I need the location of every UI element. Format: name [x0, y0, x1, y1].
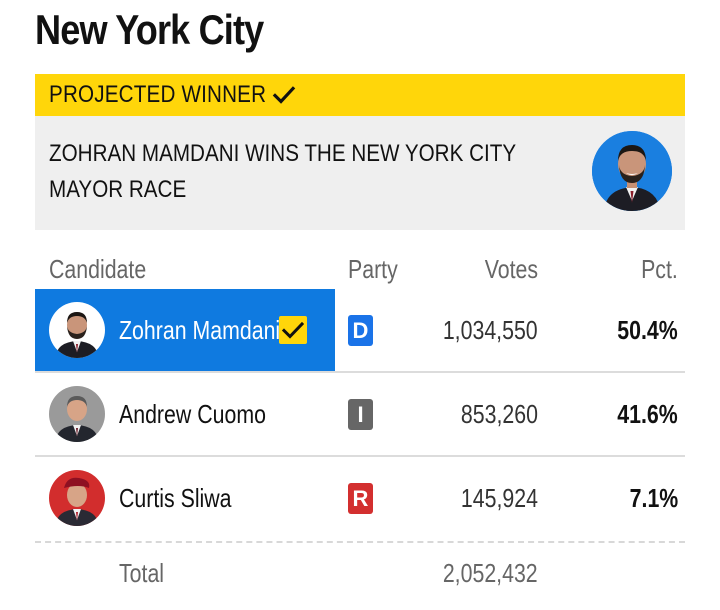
vote-count: 1,034,550	[443, 315, 538, 345]
table-row[interactable]: Curtis Sliwa R 145,924 7.1%	[35, 457, 685, 539]
candidate-avatar	[49, 302, 105, 358]
candidate-photo-icon	[592, 131, 672, 211]
party-badge: I	[348, 399, 373, 430]
candidate-avatar	[49, 470, 105, 526]
projected-winner-banner: PROJECTED WINNER	[35, 74, 685, 116]
candidate-name: Zohran Mamdani	[119, 315, 281, 345]
row-divider	[35, 455, 685, 457]
candidate-name: Curtis Sliwa	[119, 483, 232, 513]
vote-count: 853,260	[460, 399, 538, 429]
party-badge: D	[348, 315, 373, 346]
column-header-pct[interactable]: Pct.	[641, 254, 678, 284]
party-badge: R	[348, 483, 373, 514]
column-header-party[interactable]: Party	[348, 254, 398, 284]
row-divider	[35, 371, 685, 373]
page-title: New York City	[35, 6, 264, 53]
candidate-avatar	[49, 386, 105, 442]
total-divider	[35, 541, 685, 543]
headline-panel[interactable]: ZOHRAN MAMDANI WINS THE NEW YORK CITY MA…	[35, 116, 685, 230]
vote-count: 145,924	[460, 483, 538, 513]
vote-percent: 41.6%	[617, 399, 678, 429]
total-votes: 2,052,432	[443, 558, 538, 588]
column-header-votes[interactable]: Votes	[484, 254, 538, 284]
table-row[interactable]: Zohran Mamdani D 1,034,550 50.4%	[35, 289, 685, 371]
winner-check-icon	[279, 316, 307, 344]
candidate-name: Andrew Cuomo	[119, 399, 266, 429]
table-row[interactable]: Andrew Cuomo I 853,260 41.6%	[35, 373, 685, 455]
vote-percent: 7.1%	[629, 483, 678, 513]
total-label: Total	[119, 558, 165, 588]
checkmark-icon	[272, 86, 296, 104]
banner-label: PROJECTED WINNER	[49, 81, 267, 108]
headline-text[interactable]: ZOHRAN MAMDANI WINS THE NEW YORK CITY MA…	[49, 140, 516, 203]
vote-percent: 50.4%	[617, 315, 678, 345]
column-header-candidate[interactable]: Candidate	[49, 254, 147, 284]
winner-highlight: Zohran Mamdani	[35, 289, 335, 371]
